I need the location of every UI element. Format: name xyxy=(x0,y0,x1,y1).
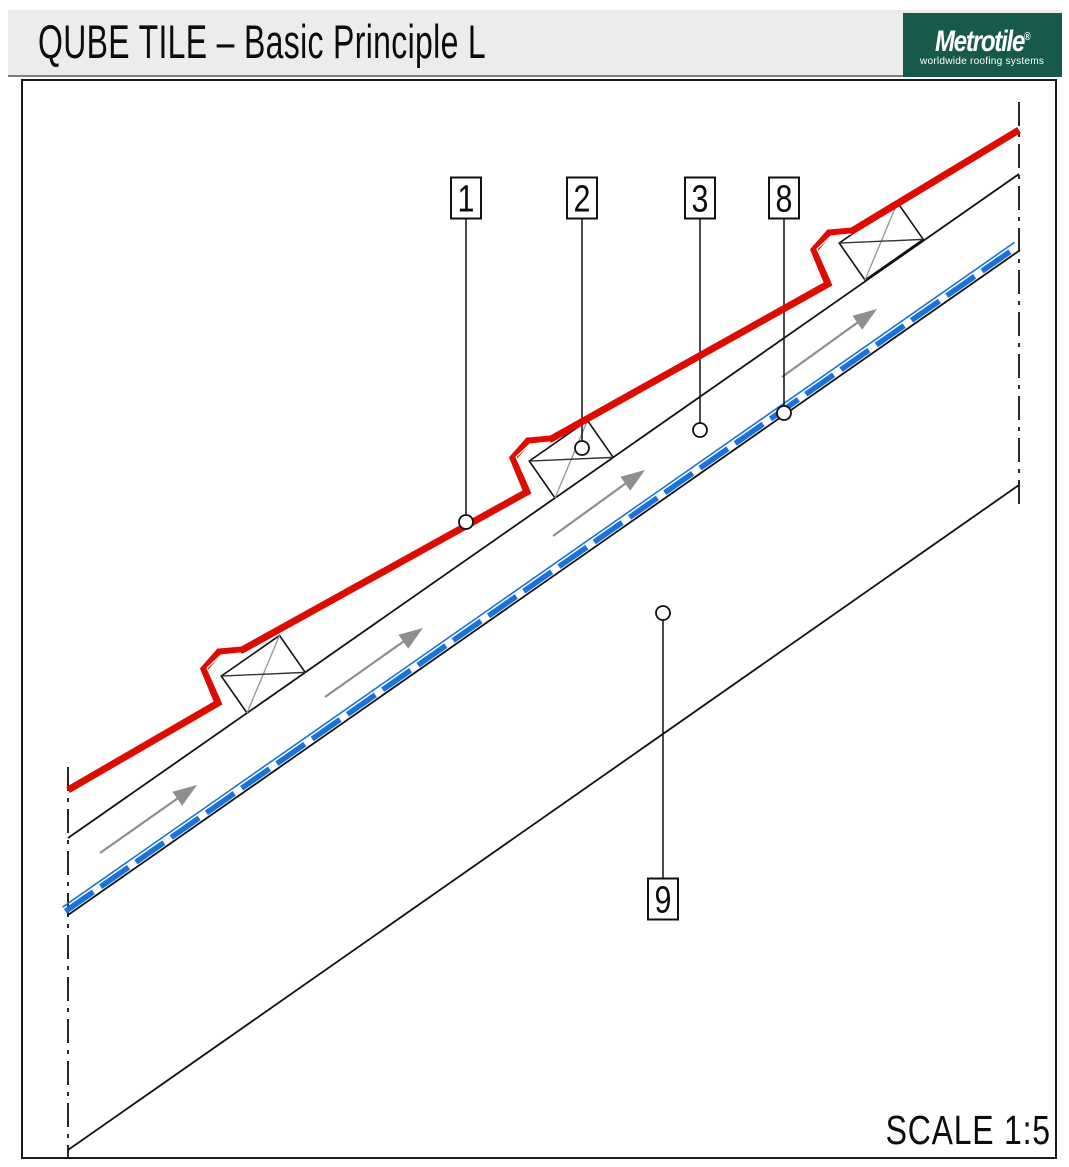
rafter-line xyxy=(67,484,1020,1151)
arrow-head xyxy=(398,628,423,649)
callout-leaders xyxy=(465,218,785,879)
registered-mark: ® xyxy=(1023,30,1031,43)
callout-box-3 xyxy=(684,176,716,220)
logo-tagline: worldwide roofing systems xyxy=(920,54,1045,67)
tile-step-edge xyxy=(206,652,242,698)
callout-point-3 xyxy=(692,422,708,438)
callout-box-1 xyxy=(450,176,482,220)
arrow-head xyxy=(620,470,645,491)
title-bar: QUBE TILE – Basic Principle L xyxy=(8,10,1062,77)
underlay-membrane xyxy=(62,241,1021,916)
arrow-head xyxy=(172,785,197,806)
callout-number-1: 1 xyxy=(458,178,475,220)
callout-box-9 xyxy=(647,877,679,921)
tile-step-edge xyxy=(816,233,852,279)
callout-number-8: 8 xyxy=(776,178,793,220)
underlay-base-line xyxy=(67,249,1021,916)
callout-point-8 xyxy=(776,405,792,421)
batten-section-1 xyxy=(220,634,307,715)
airflow-arrow-1 xyxy=(99,785,197,854)
batten-cross-line xyxy=(221,671,306,677)
arrow-shaft xyxy=(99,795,182,854)
scale-label: SCALE 1:5 xyxy=(885,1107,1051,1153)
callout-number-2: 2 xyxy=(574,178,591,220)
callout-number-9: 9 xyxy=(655,879,672,921)
drawing-title: QUBE TILE – Basic Principle L xyxy=(38,15,487,68)
arrow-shaft xyxy=(781,319,862,378)
callout-number-3: 3 xyxy=(692,178,709,220)
arrow-shaft xyxy=(324,638,408,698)
underlay-membrane-edge xyxy=(62,241,1015,908)
metrotile-logo: Metrotile® worldwide roofing systems xyxy=(903,13,1062,77)
batten-cross-line xyxy=(529,456,614,462)
batten-section-2 xyxy=(528,419,615,500)
callout-point-2 xyxy=(574,440,590,456)
callout-point-9 xyxy=(655,605,671,621)
airflow-arrow-4 xyxy=(781,309,877,378)
arrow-head xyxy=(852,309,877,330)
callout-markers: 1 2 3 8 9 xyxy=(450,176,800,921)
airflow-arrow-3 xyxy=(552,470,645,537)
airflow-arrow-2 xyxy=(324,628,423,698)
logo-brand-text: Metrotile xyxy=(934,24,1025,58)
arrow-shaft xyxy=(552,480,630,537)
tile-profile-line xyxy=(66,127,1021,794)
callout-point-1 xyxy=(458,514,474,530)
batten-cross-line xyxy=(839,238,924,244)
batten-plane-line xyxy=(67,173,1020,839)
callout-box-8 xyxy=(768,176,800,220)
callout-box-2 xyxy=(566,176,598,220)
logo-brand: Metrotile® xyxy=(934,24,1031,58)
underlay-membrane-dashes xyxy=(63,244,1019,914)
tile-step-edge xyxy=(515,441,551,487)
